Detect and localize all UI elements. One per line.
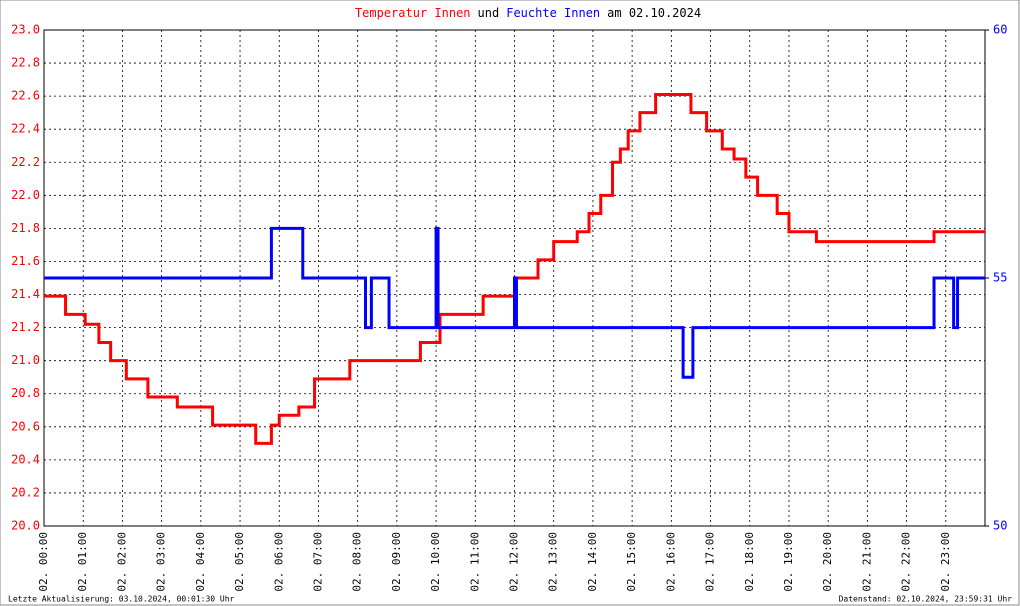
x-tick-label: 02. 04:00	[194, 532, 207, 592]
title-part: und	[478, 6, 500, 20]
x-tick-label: 02. 10:00	[429, 532, 442, 592]
y-tick-label: 21.4	[11, 287, 40, 301]
x-tick-label: 02. 02:00	[115, 532, 128, 592]
y-tick-label: 23.0	[11, 23, 40, 37]
x-tick-label: 02. 08:00	[351, 532, 364, 592]
y-tick-label: 20.6	[11, 419, 40, 433]
y-tick-label: 21.2	[11, 320, 40, 334]
title-part: Temperatur Innen	[355, 6, 471, 20]
x-tick-label: 02. 12:00	[508, 532, 521, 592]
x-tick-label: 02. 22:00	[900, 532, 913, 592]
y2-tick-label: 50	[993, 519, 1007, 533]
y-tick-label: 22.4	[11, 122, 40, 136]
x-tick-label: 02. 07:00	[311, 532, 324, 592]
x-tick-label: 02. 21:00	[860, 532, 873, 592]
y-tick-label: 22.8	[11, 56, 40, 70]
x-tick-label: 02. 05:00	[233, 532, 246, 592]
x-tick-label: 02. 23:00	[939, 532, 952, 592]
series-line	[44, 92, 985, 445]
y-tick-label: 21.8	[11, 221, 40, 235]
footer-right: Datenstand: 02.10.2024, 23:59:31 Uhr	[839, 595, 1013, 604]
x-tick-label: 02. 01:00	[76, 532, 89, 592]
y2-tick-label: 55	[993, 271, 1007, 285]
y-tick-label: 21.6	[11, 254, 40, 268]
series-line	[44, 226, 985, 379]
y-tick-label: 22.0	[11, 188, 40, 202]
x-tick-label: 02. 18:00	[743, 532, 756, 592]
x-tick-label: 02. 15:00	[625, 532, 638, 592]
x-tick-label: 02. 14:00	[586, 532, 599, 592]
title-part: am 02.10.2024	[607, 6, 701, 20]
y-tick-label: 20.4	[11, 452, 40, 466]
y-tick-label: 20.2	[11, 485, 40, 499]
y-tick-label: 20.0	[11, 519, 40, 533]
x-tick-label: 02. 17:00	[704, 532, 717, 592]
title-part: Feuchte Innen	[506, 6, 600, 20]
y-tick-label: 22.2	[11, 155, 40, 169]
x-tick-label: 02. 03:00	[155, 532, 168, 592]
x-tick-label: 02. 20:00	[821, 532, 834, 592]
x-tick-label: 02. 16:00	[664, 532, 677, 592]
chart-title: Temperatur Innen und Feuchte Innen am 02.10…	[355, 6, 701, 20]
x-tick-label: 02. 19:00	[782, 532, 795, 592]
footer-left: Letzte Aktualisierung: 03.10.2024, 00:01…	[8, 595, 235, 604]
y-tick-label: 21.0	[11, 353, 40, 367]
x-tick-label: 02. 06:00	[272, 532, 285, 592]
x-tick-label: 02. 00:00	[37, 532, 50, 592]
y-tick-label: 20.8	[11, 386, 40, 400]
x-tick-label: 02. 09:00	[390, 532, 403, 592]
x-tick-label: 02. 13:00	[547, 532, 560, 592]
y-tick-label: 22.6	[11, 89, 40, 103]
x-tick-label: 02. 11:00	[468, 532, 481, 592]
y2-tick-label: 60	[993, 23, 1007, 37]
